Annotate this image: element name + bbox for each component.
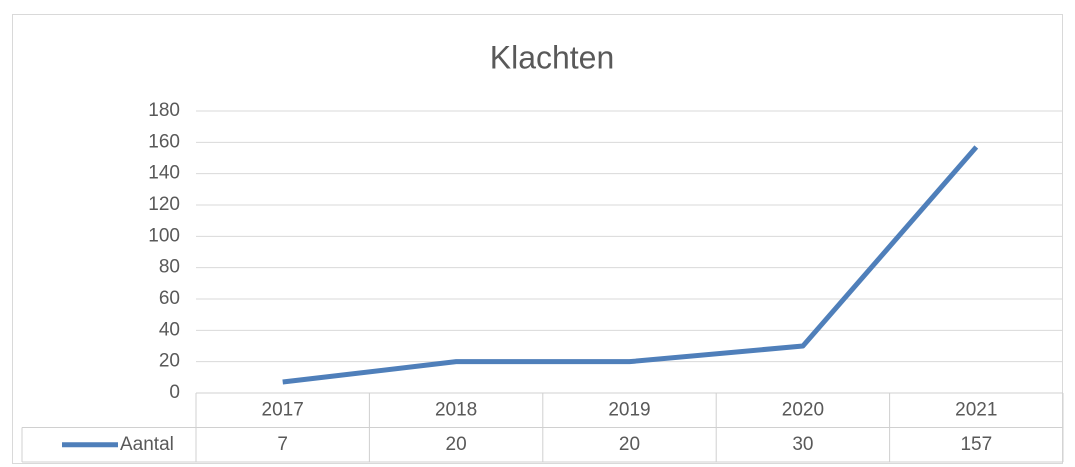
table-value: 30 bbox=[792, 434, 813, 455]
y-tick-label: 0 bbox=[169, 382, 180, 403]
table-value: 157 bbox=[960, 434, 992, 455]
x-tick-label: 2021 bbox=[955, 399, 997, 420]
legend-label: Aantal bbox=[120, 434, 174, 455]
x-tick-label: 2020 bbox=[782, 399, 824, 420]
y-tick-label: 160 bbox=[148, 131, 180, 152]
y-tick-label: 60 bbox=[159, 288, 180, 309]
series-line bbox=[282, 145, 979, 385]
y-tick-label: 40 bbox=[159, 319, 180, 340]
y-tick-label: 180 bbox=[148, 100, 180, 121]
y-tick-label: 80 bbox=[159, 257, 180, 278]
chart-title: Klachten bbox=[490, 39, 615, 75]
table-value: 7 bbox=[277, 434, 288, 455]
x-tick-label: 2019 bbox=[608, 399, 650, 420]
y-tick-label: 140 bbox=[148, 163, 180, 184]
y-tick-label: 20 bbox=[159, 351, 180, 372]
y-tick-label: 100 bbox=[148, 225, 180, 246]
chart-border bbox=[12, 14, 1063, 464]
table-value: 20 bbox=[446, 434, 467, 455]
table-value: 20 bbox=[619, 434, 640, 455]
x-tick-label: 2017 bbox=[262, 399, 304, 420]
y-tick-label: 120 bbox=[148, 194, 180, 215]
x-tick-label: 2018 bbox=[435, 399, 477, 420]
